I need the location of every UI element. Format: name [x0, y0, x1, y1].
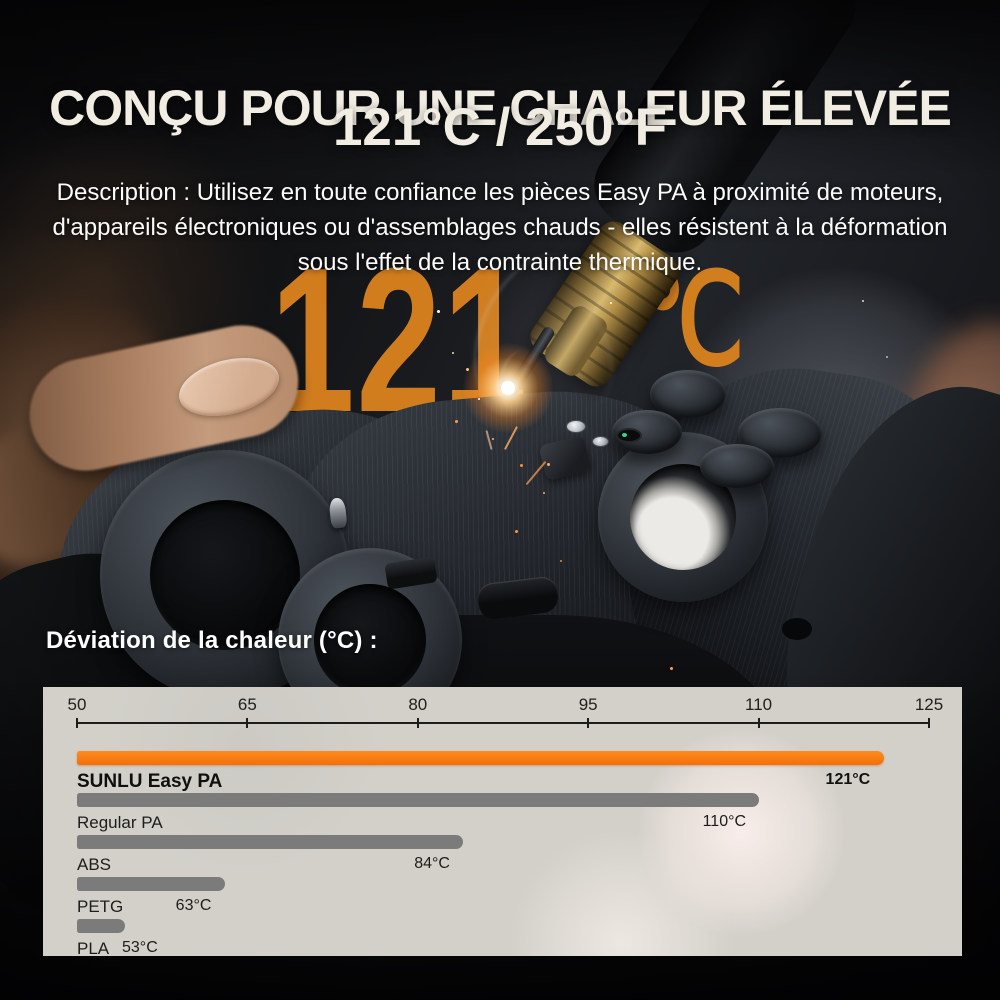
chart-bars: SUNLU Easy PA 121°C Regular PA 110°C ABS 84°C…	[43, 687, 962, 958]
screw-eyelet	[616, 428, 642, 443]
bar-value: 110°C	[702, 813, 747, 830]
description-line: sous l'effet de la contrainte thermique.	[297, 249, 703, 276]
spark	[478, 398, 480, 400]
bar-label: ABS	[77, 855, 112, 874]
bar-value: 53°C	[122, 939, 158, 956]
bar-label: Regular PA	[77, 813, 163, 832]
shell-hole	[782, 618, 812, 640]
description-line: Description : Utilisez en toute confianc…	[56, 179, 944, 206]
bar-pla	[77, 919, 125, 933]
bar-sunlu-easy-pa	[77, 751, 884, 765]
screw	[592, 436, 609, 447]
spark-core	[501, 381, 515, 395]
spark	[492, 438, 494, 440]
spark	[610, 302, 612, 304]
glint	[622, 433, 627, 437]
spark	[515, 530, 518, 533]
controller-button-top	[650, 370, 726, 418]
bar-abs	[77, 835, 464, 849]
spark	[452, 352, 454, 354]
spark	[547, 463, 550, 466]
description-line: d'appareils électroniques ou d'assemblag…	[52, 214, 948, 241]
bar-value: 121°C	[825, 771, 871, 788]
spark	[886, 356, 888, 358]
spark	[455, 420, 458, 423]
spark	[670, 667, 673, 670]
bar-petg	[77, 877, 225, 891]
spark	[520, 464, 523, 467]
spark	[466, 368, 469, 371]
chart-heading: Déviation de la chaleur (°C) :	[46, 627, 378, 654]
spark	[862, 300, 864, 302]
spark	[560, 560, 562, 562]
heat-deflection-chart: 50 65 80 95 110 125 SUNLU Easy PA 121°C Regular…	[43, 687, 962, 958]
description-text: Description : Utilisez en toute confianc…	[0, 175, 1000, 280]
bar-label: PLA	[77, 939, 110, 958]
spark	[437, 310, 440, 313]
bar-label: SUNLU Easy PA	[77, 771, 223, 792]
bar-value: 63°C	[175, 897, 212, 914]
bar-value: 84°C	[414, 855, 450, 872]
bar-regular-pa	[77, 793, 759, 807]
spark	[543, 492, 545, 494]
temperature-subtitle: 121°C / 250°F	[332, 98, 668, 157]
bar-label: PETG	[77, 897, 124, 916]
controller-button-bottom	[700, 444, 774, 488]
